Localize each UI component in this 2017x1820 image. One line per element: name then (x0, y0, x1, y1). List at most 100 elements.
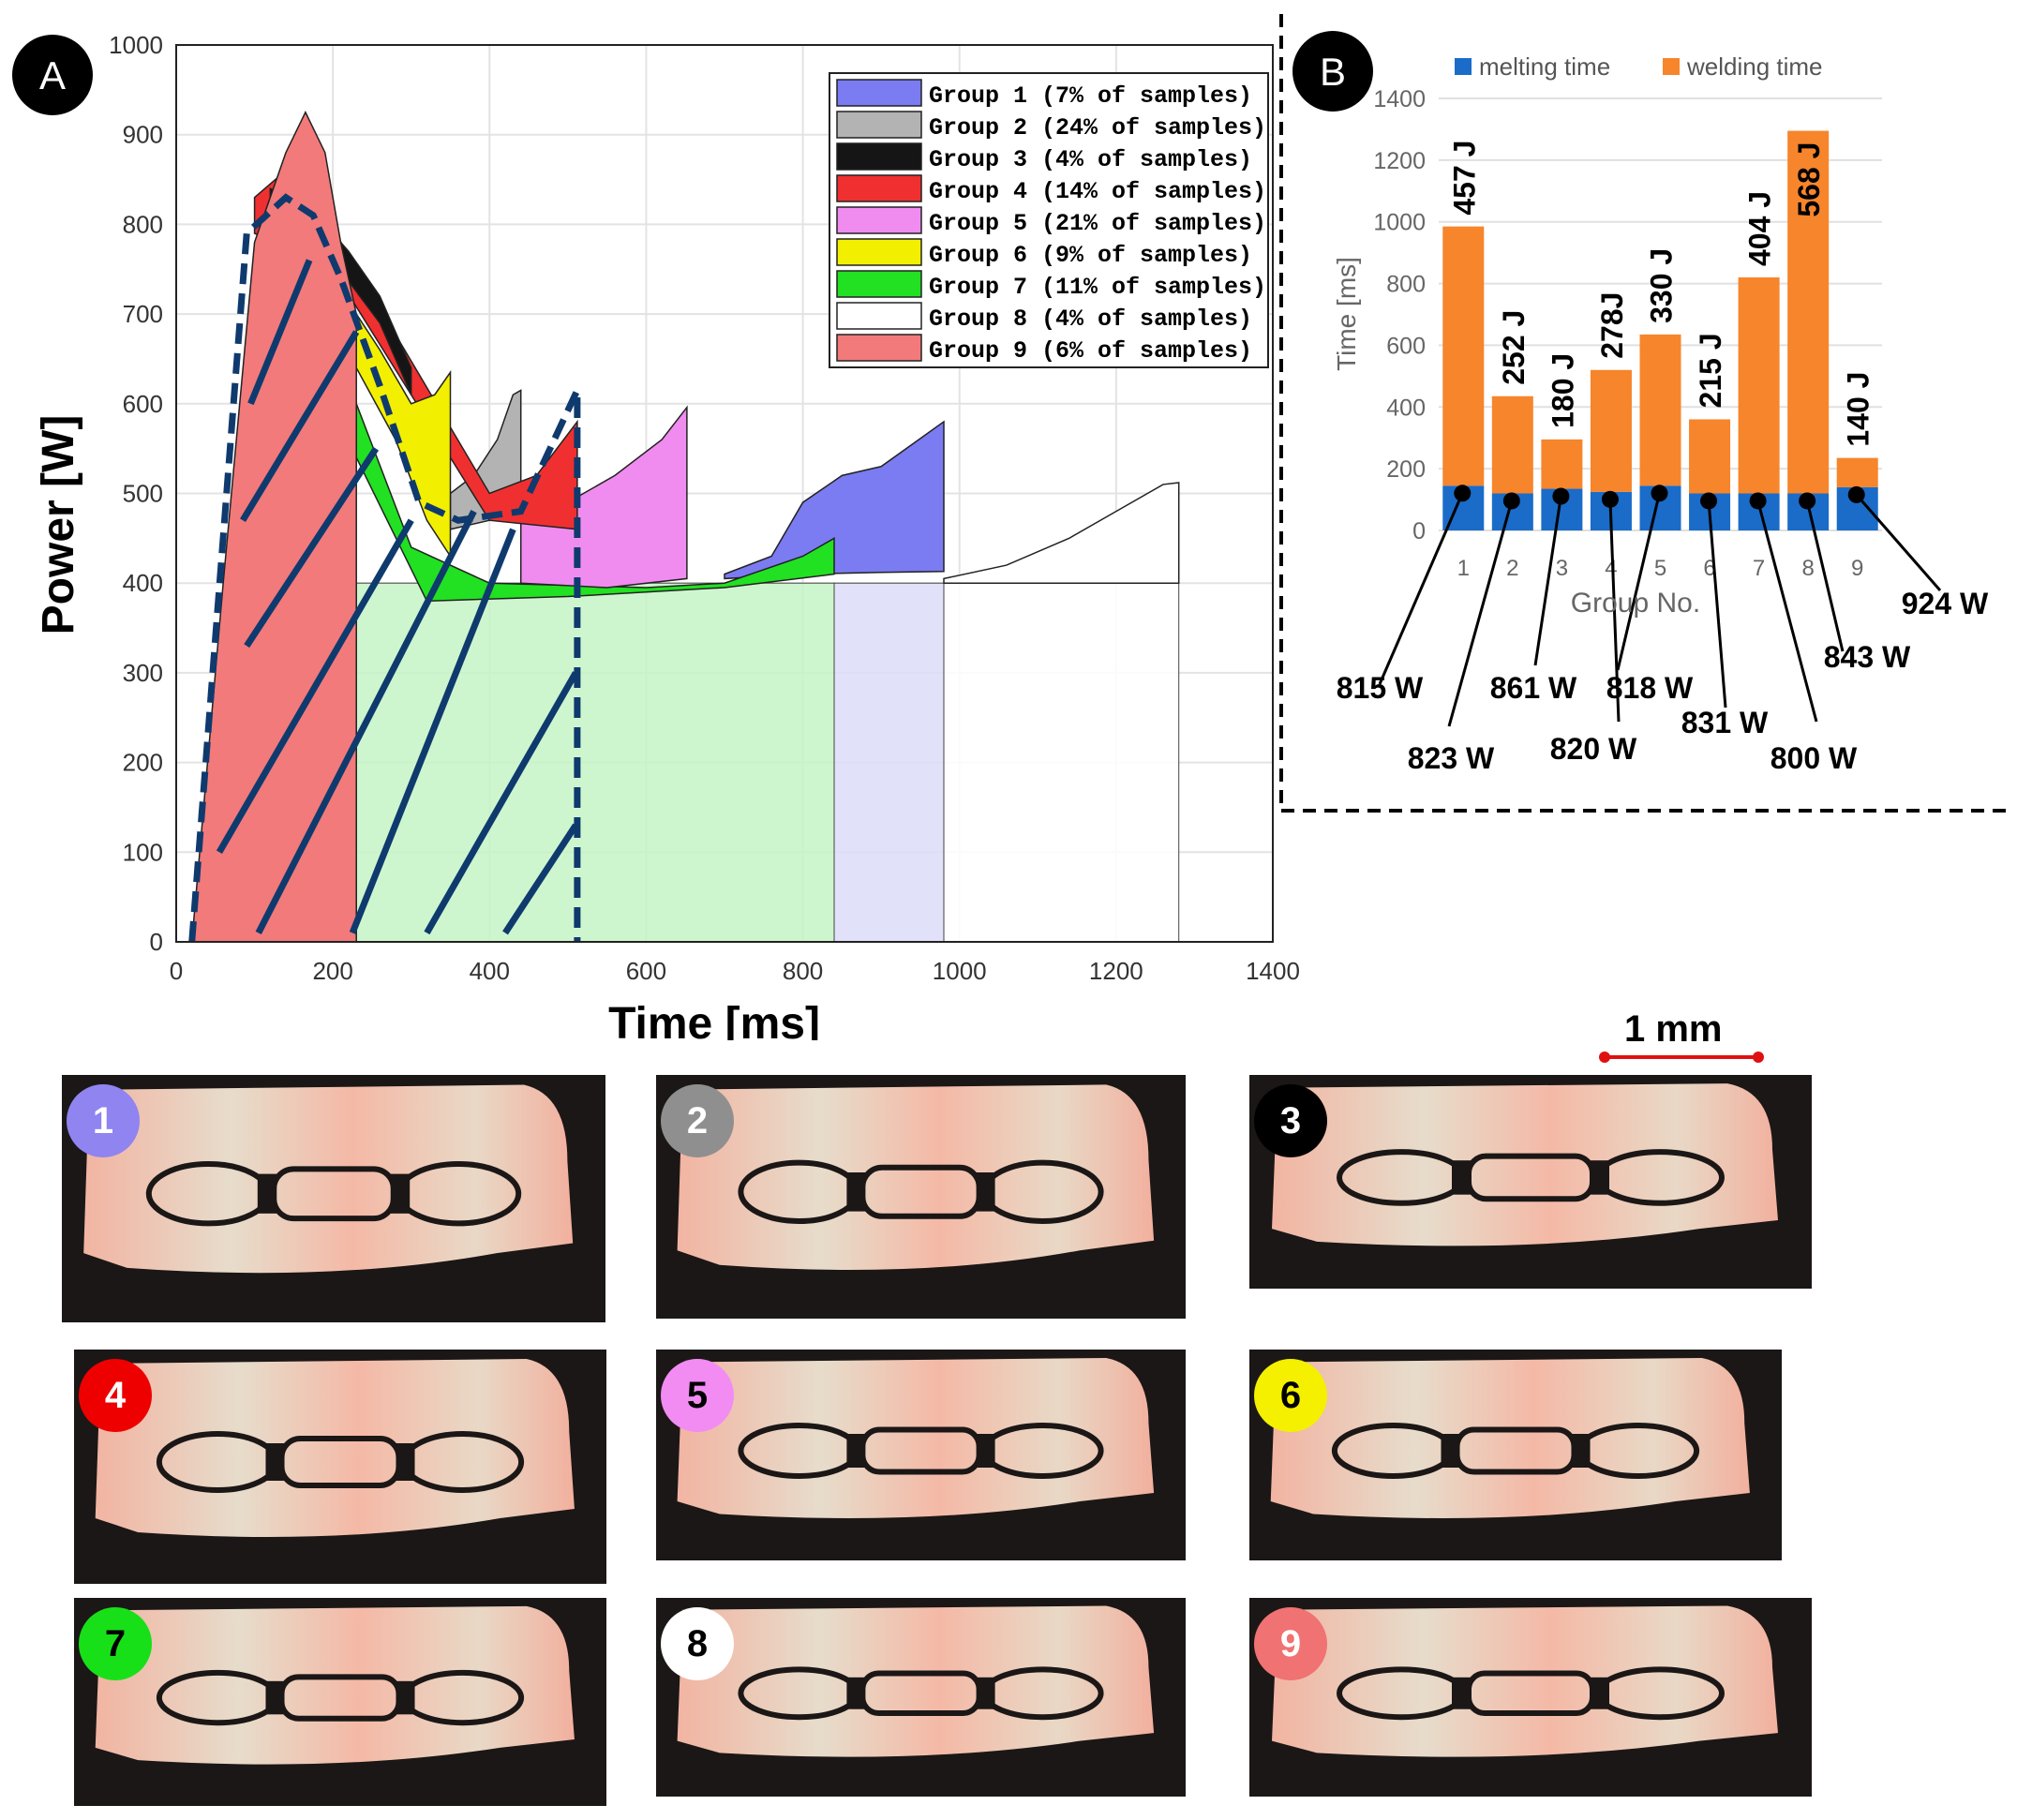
energy-label: 330 J (1645, 248, 1679, 323)
power-marker (1601, 490, 1619, 508)
chart-b-bars (1442, 130, 1878, 530)
power-leader (1805, 500, 1845, 652)
cross-section-image (677, 1605, 1155, 1757)
legend-entry: Group 3 (4% of samples) (929, 146, 1252, 173)
bar-welding-2 (1491, 395, 1533, 494)
micrograph-panel-2 (656, 1075, 1186, 1319)
legend-swatch (836, 206, 922, 234)
hatch-line (255, 510, 477, 935)
legend-melting: melting time (1479, 52, 1610, 81)
legend-swatch (836, 270, 922, 298)
cross-section-image (1272, 1605, 1778, 1757)
micrograph-panel-4 (74, 1350, 606, 1584)
hatch-line (502, 823, 579, 935)
micrograph-panel-8 (656, 1598, 1186, 1797)
micrograph-badge-5: 5 (661, 1359, 734, 1432)
legend-entry: Group 2 (24% of samples) (929, 114, 1266, 142)
micrograph-badge-8: 8 (661, 1607, 734, 1680)
y-tick-label: 700 (123, 300, 163, 328)
power-leader (1447, 500, 1514, 727)
bar-welding-9 (1836, 457, 1878, 487)
x-tick-label: 1000 (933, 957, 987, 985)
micrograph-badge-4: 4 (79, 1359, 152, 1432)
power-label: 843 W (1824, 640, 1911, 674)
power-leader (1616, 492, 1661, 671)
legend-welding: welding time (1686, 52, 1823, 81)
bar-melting-1 (1442, 485, 1485, 530)
power-label: 861 W (1490, 671, 1577, 705)
b-x-tick-label: 6 (1703, 556, 1715, 581)
chart-a-hatch-lines (216, 259, 579, 935)
y-tick-label: 600 (123, 390, 163, 418)
power-label: 815 W (1337, 671, 1424, 705)
legend-entry: Group 1 (7% of samples) (929, 82, 1252, 110)
power-marker (1454, 485, 1472, 502)
power-leader (1707, 500, 1727, 709)
y-tick-label: 100 (123, 838, 163, 866)
x-tick-label: 0 (170, 957, 183, 985)
micrograph-panel-9 (1249, 1598, 1812, 1797)
cross-section-image (83, 1084, 574, 1274)
power-label: 800 W (1770, 741, 1858, 775)
bar-welding-8 (1787, 130, 1830, 494)
b-x-tick-label: 8 (1801, 556, 1814, 581)
power-leader (1378, 492, 1464, 685)
b-y-tick-label: 1000 (1373, 210, 1426, 236)
y-tick-label: 400 (123, 569, 163, 597)
bar-melting-5 (1639, 485, 1681, 530)
panel-a-badge (12, 35, 93, 115)
x-tick-label: 400 (470, 957, 510, 985)
y-tick-label: 800 (123, 210, 163, 238)
bar-welding-6 (1689, 419, 1731, 494)
y-tick-label: 500 (123, 480, 163, 508)
hatch-line (247, 259, 313, 406)
chart-a-axes: 0 200 400 600 800 1000 1200 1400 0 100 200 300 400 50… (109, 31, 1300, 985)
power-marker (1651, 485, 1668, 502)
b-x-tick-label: 5 (1654, 556, 1666, 581)
legend-swatch (836, 79, 922, 107)
y-tick-label: 200 (123, 749, 163, 777)
cross-section-image (1270, 1358, 1750, 1518)
b-x-tick-label: 7 (1753, 556, 1765, 581)
b-y-tick-label: 200 (1386, 456, 1426, 483)
legend-entry: Group 6 (9% of samples) (929, 242, 1252, 269)
b-x-tick-label: 1 (1457, 556, 1470, 581)
energy-label: 140 J (1842, 372, 1875, 447)
micrograph-panel-7 (74, 1598, 606, 1806)
power-label: 818 W (1606, 671, 1694, 705)
b-x-tick-label: 2 (1506, 556, 1518, 581)
b-y-tick-label: 0 (1412, 518, 1426, 545)
b-x-tick-label: 4 (1605, 556, 1617, 581)
micrograph-panel-5 (656, 1350, 1186, 1560)
legend-entry: Group 4 (14% of samples) (929, 178, 1266, 205)
legend-swatch (836, 142, 922, 171)
micrograph-badge-2: 2 (661, 1084, 734, 1157)
under-curve-fill (355, 582, 835, 943)
micrograph-panel-1 (62, 1075, 605, 1322)
y-tick-label: 1000 (109, 31, 163, 59)
b-y-tick-label: 600 (1386, 333, 1426, 359)
bar-welding-1 (1442, 226, 1485, 486)
bar-melting-3 (1541, 488, 1583, 530)
x-tick-label: 600 (626, 957, 666, 985)
power-leader (1855, 493, 1942, 591)
panel-a-label: A (39, 53, 66, 97)
power-marker (1749, 492, 1767, 510)
hatch-line (216, 518, 414, 855)
chart-b-grid: 0 200 400 600 800 1000 1200 1400 (1373, 86, 1882, 545)
series-area-group-5 (519, 405, 688, 589)
bar-melting-7 (1738, 493, 1780, 530)
scale-bar-label: 1 mm (1624, 1008, 1723, 1050)
power-label: 820 W (1550, 732, 1637, 766)
bar-welding-3 (1541, 439, 1583, 489)
legend-swatch (836, 238, 922, 266)
b-y-tick-label: 1200 (1373, 148, 1426, 174)
legend-swatch (836, 111, 922, 139)
b-y-tick-label: 400 (1386, 395, 1426, 421)
y-tick-label: 0 (150, 928, 163, 956)
energy-label: 252 J (1497, 310, 1531, 385)
energy-label: 457 J (1447, 141, 1481, 216)
legend-entry: Group 5 (21% of samples) (929, 210, 1266, 237)
energy-label: 404 J (1743, 191, 1777, 266)
